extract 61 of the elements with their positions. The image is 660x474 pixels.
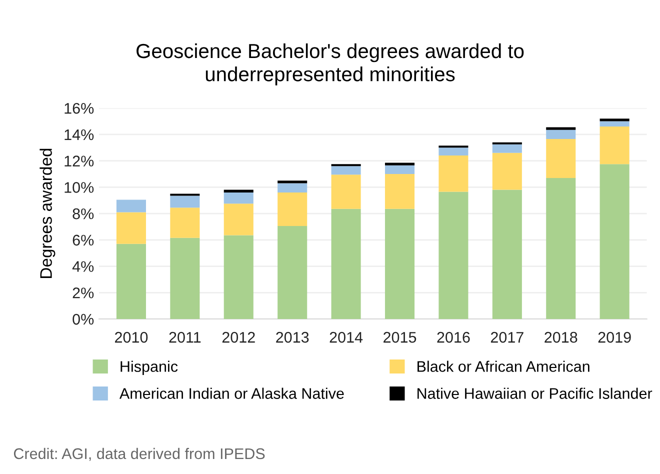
- legend-label: Native Hawaiian or Pacific Islander: [418, 388, 652, 399]
- bar: [331, 208, 361, 319]
- bar: [384, 165, 415, 174]
- bar: [170, 208, 200, 238]
- y-tick-label: 8%: [72, 208, 94, 220]
- bar: [546, 178, 576, 319]
- y-tick-label: 2%: [72, 288, 94, 298]
- bar: [278, 180, 308, 184]
- bar: [278, 226, 308, 319]
- bar: [224, 204, 254, 236]
- bar: [331, 166, 361, 175]
- bar: [438, 148, 468, 156]
- bar: [546, 139, 576, 178]
- bar: [492, 152, 522, 190]
- y-tick-label: 0%: [72, 314, 94, 325]
- bar: [170, 196, 200, 208]
- x-tick-label: 2016: [437, 332, 470, 343]
- x-tick-label: 2018: [544, 332, 578, 343]
- bar: [116, 244, 146, 319]
- bar: [438, 192, 468, 319]
- bar: [224, 190, 254, 192]
- x-tick-label: 2014: [330, 332, 363, 343]
- bar: [384, 208, 415, 319]
- y-tick-label: 4%: [72, 261, 94, 272]
- chart-title: Geoscience Bachelor's degrees awarded to underrepresented minorities: [136, 43, 524, 86]
- y-tick-label: 16%: [64, 102, 94, 114]
- bar: [116, 212, 146, 244]
- bar: [116, 200, 146, 212]
- x-tick-label: 2019: [598, 332, 631, 343]
- bar: [224, 235, 254, 319]
- text: Credit: AGI, data derived from IPEDS: [14, 448, 265, 461]
- y-tick-label: 10%: [64, 182, 94, 193]
- x-tick-label: 2013: [276, 332, 309, 343]
- bar: [224, 192, 254, 204]
- x-tick-label: 2015: [384, 332, 416, 343]
- bar: [546, 130, 576, 140]
- x-tick-label: 2017: [490, 332, 524, 343]
- bar: [600, 164, 630, 319]
- bar: [278, 183, 308, 192]
- y-tick-label: 6%: [72, 234, 94, 246]
- bar: [546, 127, 576, 130]
- legend-label: Black or African American: [418, 360, 590, 372]
- x-tick-label: 2012: [222, 332, 255, 343]
- bar: [278, 192, 308, 226]
- bar: [170, 238, 200, 319]
- bar: [331, 174, 361, 209]
- x-tick-label: 2011: [169, 332, 201, 343]
- bar: [438, 156, 468, 192]
- legend-label: Hispanic: [120, 360, 178, 375]
- legend-label: American Indian or Alaska Native: [119, 388, 344, 399]
- bar: [600, 121, 630, 127]
- bar: [492, 144, 522, 153]
- y-tick-label: 14%: [64, 129, 94, 140]
- bar: [384, 174, 415, 209]
- y-axis-title: Degrees awarded: [40, 148, 56, 278]
- y-tick-label: 12%: [64, 156, 94, 166]
- bar: [492, 190, 522, 319]
- bar: [384, 162, 415, 166]
- x-tick-label: 2010: [115, 332, 148, 343]
- bar: [600, 126, 630, 164]
- bar: [600, 118, 630, 122]
